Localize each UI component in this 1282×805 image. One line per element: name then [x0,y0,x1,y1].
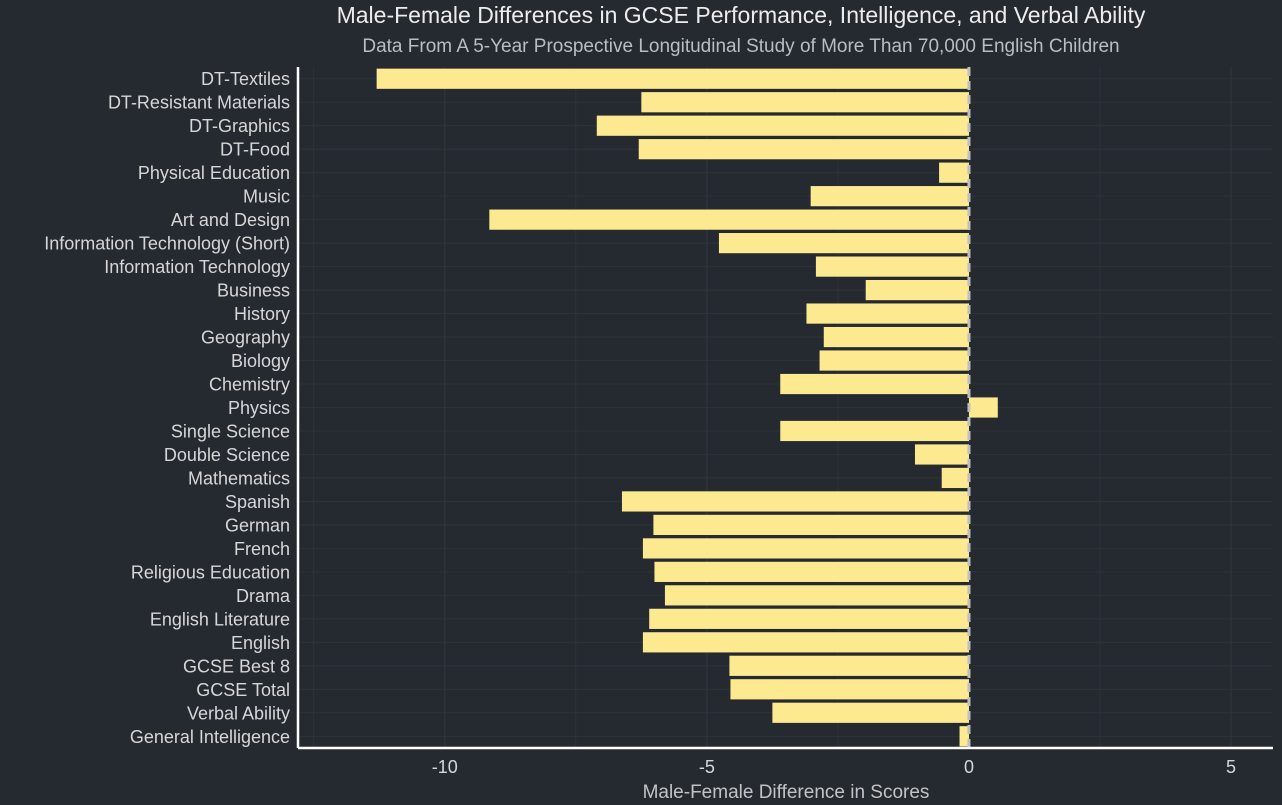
bar-art-and-design [489,209,969,230]
y-tick-label: DT-Textiles [201,69,290,89]
y-tick-label: German [225,515,290,535]
bar-single-science [780,420,969,442]
x-tick-label: 0 [964,757,974,777]
bar-geography [823,326,969,348]
y-tick-label: Information Technology (Short) [44,234,290,254]
bar-dt-graphics [596,115,969,136]
bar-french [642,538,969,559]
x-tick-labels: -10 -5 0 5 [432,757,1236,777]
x-tick-label: 5 [1226,757,1236,777]
chart-subtitle: Data From A 5-Year Prospective Longitudi… [362,36,1119,57]
axes [296,67,1273,750]
bar-music [810,186,969,207]
bar-mathematics [941,467,969,489]
bar-dt-resistant-materials [641,92,969,113]
y-tick-label: History [234,304,290,324]
bar-gcse-total [730,679,969,700]
y-tick-label: English [231,633,290,653]
bar-english [642,632,969,653]
bars [376,68,998,747]
bar-dt-food [638,139,969,160]
y-tick-label: DT-Graphics [189,116,290,136]
bar-business [865,279,969,301]
y-tick-label: DT-Resistant Materials [108,93,290,113]
y-tick-label: Single Science [171,421,290,441]
chart-title: Male-Female Differences in GCSE Performa… [337,2,1146,28]
y-tick-label: French [234,539,290,559]
y-tick-label: Geography [201,328,290,348]
y-tick-label: Biology [231,351,290,371]
y-tick-label: Mathematics [188,468,290,488]
y-tick-label: English Literature [150,609,290,629]
y-tick-label: Double Science [164,445,290,465]
y-tick-label: Spanish [225,492,290,512]
bar-history [806,303,969,324]
y-tick-label: DT-Food [220,140,290,160]
bar-general-intelligence [959,726,969,747]
y-tick-label: Information Technology [104,257,290,277]
bar-chemistry [780,373,969,395]
y-tick-label: Physics [228,398,290,418]
x-axis-title: Male-Female Difference in Scores [643,782,930,803]
bar-german [653,514,969,536]
y-tick-label: Business [217,281,290,301]
y-tick-label: Physical Education [138,163,290,183]
y-tick-label: Religious Education [131,562,290,582]
y-tick-labels: DT-Textiles DT-Resistant Materials DT-Grap… [44,69,291,747]
y-tick-label: General Intelligence [130,727,290,747]
bar-information-technology-short [718,233,969,254]
y-tick-label: GCSE Total [196,680,290,700]
bar-drama [664,585,969,606]
y-tick-label: GCSE Best 8 [183,656,290,676]
bar-biology [819,350,969,371]
bar-verbal-ability [772,702,969,723]
bar-physics [968,397,998,418]
bar-physical-education [939,162,969,183]
bar-spanish [621,491,969,512]
bar-dt-textiles [376,68,969,89]
bar-religious-education [654,561,969,582]
x-tick-label: -10 [432,757,458,777]
bar-double-science [914,444,969,465]
x-tick-label: -5 [699,757,715,777]
bar-english-literature [649,608,969,629]
y-tick-label: Drama [236,586,291,606]
y-tick-label: Chemistry [209,375,290,395]
bar-gcse-best-8 [729,655,969,676]
y-tick-label: Music [243,187,290,207]
y-tick-label: Art and Design [171,210,290,230]
y-tick-label: Verbal Ability [187,703,290,723]
bar-information-technology [815,256,969,277]
